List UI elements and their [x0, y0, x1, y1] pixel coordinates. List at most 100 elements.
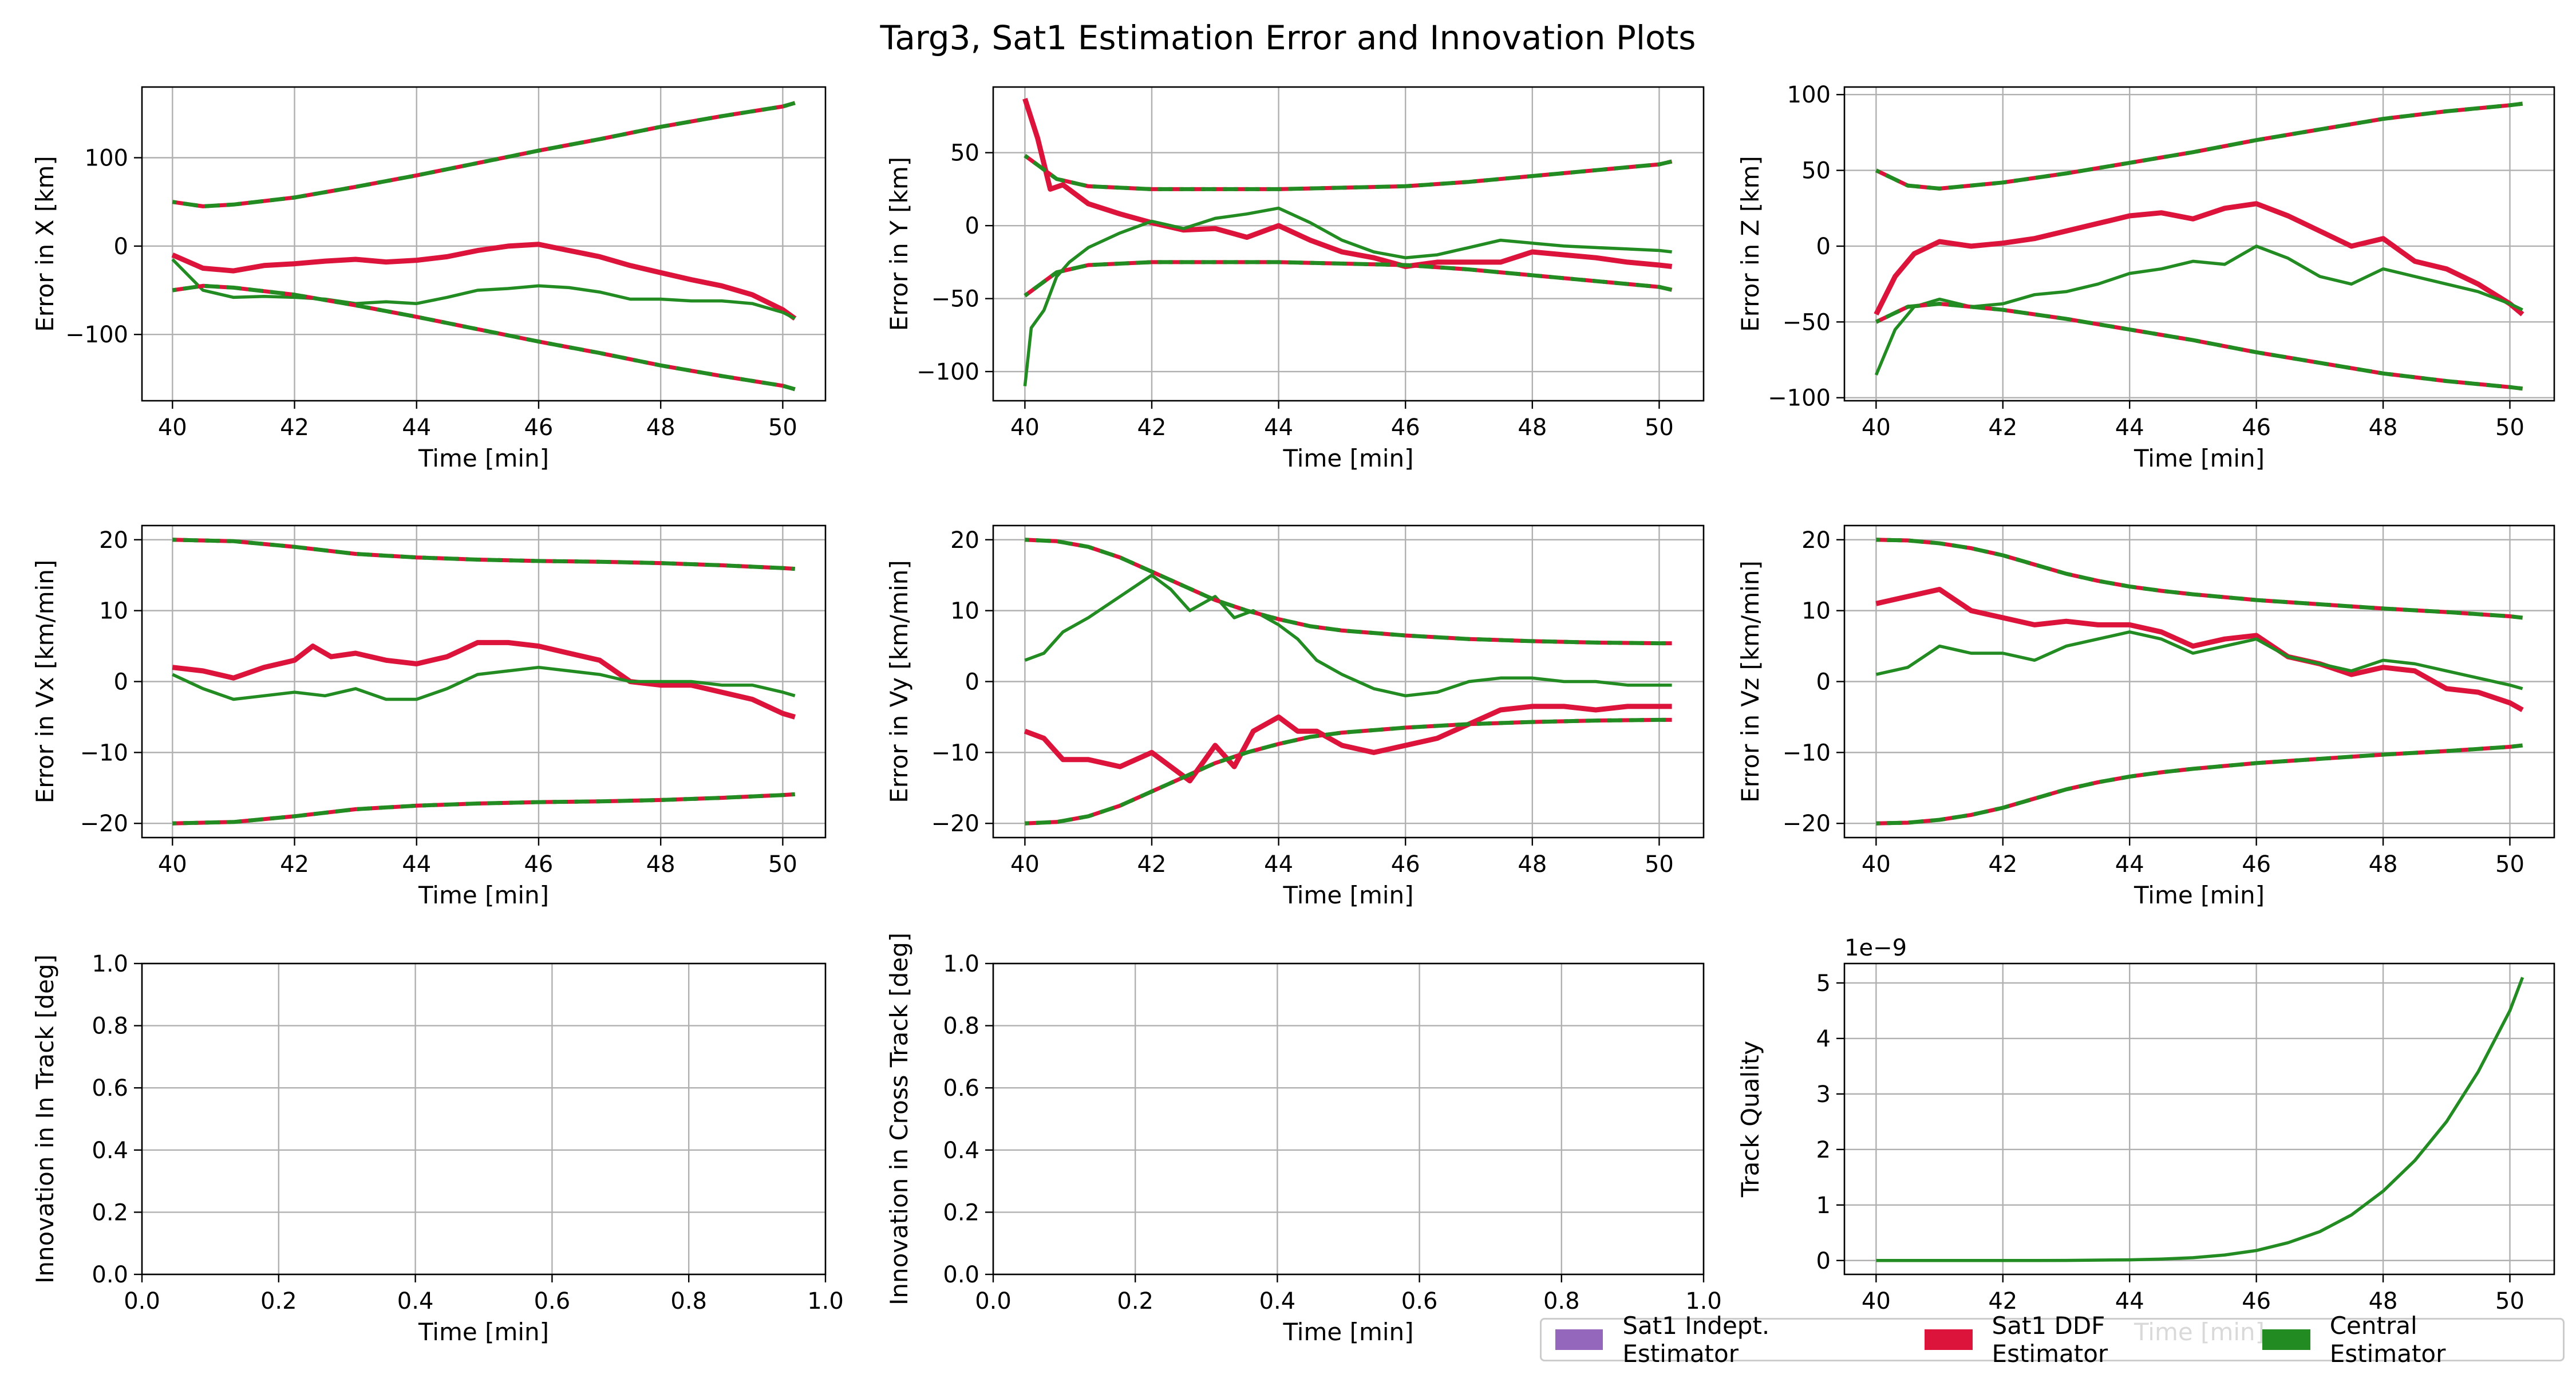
y-axis-label: Track Quality — [1736, 1041, 1764, 1198]
series-line-ddf-bound — [1025, 717, 1672, 826]
x-tick-label: 50 — [2495, 414, 2524, 441]
legend-label-ddf: Sat1 DDF Estimator — [1992, 1312, 2108, 1368]
x-tick-label: 46 — [524, 414, 553, 441]
series-line-central — [171, 258, 796, 320]
y-tick-label: 50 — [1801, 158, 1831, 184]
y-axis-label: Error in Y [km] — [885, 157, 913, 331]
y-tick-label: −50 — [1783, 309, 1831, 335]
series-line-ddf-bound — [1875, 302, 2523, 391]
x-tick-label: 0.6 — [534, 1288, 571, 1314]
series-line-ddf-bound — [1876, 743, 2523, 826]
y-tick-label: 50 — [950, 140, 979, 167]
y-tick-label: −20 — [1783, 811, 1831, 837]
x-axis-label: Time [min] — [1282, 444, 1413, 472]
x-tick-label: 48 — [646, 851, 675, 878]
x-tick-label: 42 — [280, 414, 309, 441]
x-axis-label: Time [min] — [418, 881, 549, 909]
y-tick-label: 10 — [1801, 598, 1831, 625]
y-tick-label: 0 — [1816, 669, 1831, 696]
y-tick-label: −100 — [916, 359, 979, 385]
x-tick-label: 46 — [2242, 851, 2271, 878]
y-tick-label: 0.6 — [943, 1075, 979, 1101]
series-line-ddf-bound — [172, 538, 795, 571]
y-tick-label: 0.4 — [92, 1138, 128, 1164]
y-tick-label: 0.2 — [92, 1199, 128, 1226]
x-tick-label: 0.0 — [975, 1288, 1012, 1314]
x-tick-label: 50 — [768, 414, 797, 441]
series-line-central-bound — [172, 792, 795, 826]
subplot-8: 0.0 0.2 0.4 0.6 0.8 1.0 0.0 0.2 0.4 0.6 0.8 1.0 Time… — [885, 933, 1722, 1346]
x-tick-label: 50 — [768, 851, 797, 878]
x-tick-label: 40 — [1010, 851, 1040, 878]
y-tick-label: −10 — [1783, 740, 1831, 766]
y-tick-label: 0.0 — [92, 1262, 128, 1288]
legend-item-indept: Sat1 Indept. Estimator — [1555, 1312, 1873, 1368]
x-axis-label: Time [min] — [418, 444, 549, 472]
x-tick-label: 44 — [1264, 414, 1293, 441]
x-tick-label: 42 — [1137, 851, 1167, 878]
y-tick-label: 0 — [965, 669, 979, 696]
legend-swatch-indept — [1555, 1329, 1603, 1350]
x-axis-label: Time [min] — [418, 1318, 549, 1346]
y-tick-label: 0.4 — [943, 1138, 979, 1164]
x-tick-label: 48 — [2369, 851, 2398, 878]
series-line-ddf-bound — [1875, 101, 2523, 191]
x-tick-label: 42 — [1988, 414, 2017, 441]
y-axis-label: Error in Vy [km/min] — [885, 560, 913, 803]
y-tick-label: 10 — [99, 598, 128, 625]
series-line-ddf — [1022, 98, 1673, 269]
x-tick-label: 40 — [1010, 414, 1040, 441]
axes-frame — [1843, 962, 2555, 1276]
subplot-4: 40 42 44 46 48 50 −20 −10 0 10 20 Time [min] Error i… — [31, 524, 827, 909]
series-line-ddf — [1024, 704, 1672, 784]
y-tick-label: 1.0 — [92, 951, 128, 977]
x-tick-label: 1.0 — [807, 1288, 844, 1314]
legend-item-central: Central Estimator — [2262, 1312, 2525, 1368]
x-axis-label: Time [min] — [2134, 881, 2265, 909]
y-axis-label: Error in X [km] — [31, 156, 59, 332]
y-tick-label: 0 — [965, 213, 979, 239]
y-tick-label: −100 — [65, 322, 128, 348]
legend-swatch-central — [2262, 1329, 2310, 1350]
x-tick-label: 42 — [1137, 414, 1167, 441]
x-tick-label: 0.8 — [670, 1288, 707, 1314]
x-tick-label: 44 — [2115, 851, 2144, 878]
y-tick-label: 0.8 — [92, 1013, 128, 1040]
x-tick-label: 0.0 — [124, 1288, 160, 1314]
series-line-central — [1875, 630, 2523, 690]
x-tick-label: 44 — [2115, 414, 2144, 441]
y-tick-label: 3 — [1816, 1081, 1831, 1108]
y-tick-label: 0 — [114, 669, 128, 696]
subplot-9: 404244464850012345Time [min]Track Qualit… — [1736, 935, 2555, 1346]
x-tick-label: 0.6 — [1401, 1288, 1438, 1314]
y-tick-label: 5 — [1816, 970, 1831, 997]
series-line-central — [172, 665, 796, 701]
series-line-ddf-bound — [172, 792, 795, 826]
x-tick-label: 48 — [2369, 414, 2398, 441]
y-tick-label: −20 — [931, 811, 979, 837]
x-tick-label: 44 — [402, 414, 431, 441]
y-axis-label: Error in Z [km] — [1736, 156, 1764, 332]
series-line-central-bound — [172, 538, 795, 571]
x-axis-label: Time [min] — [2134, 444, 2265, 472]
series-line-central — [1024, 573, 1672, 698]
y-tick-label: 0 — [114, 234, 128, 260]
legend-swatch-ddf — [1925, 1329, 1973, 1350]
y-tick-label: 0.6 — [92, 1075, 128, 1101]
series-line-ddf-bound — [1876, 538, 2523, 620]
x-tick-label: 48 — [646, 414, 675, 441]
series-line-central-bound — [1025, 717, 1672, 826]
subplot-7: 0.0 0.2 0.4 0.6 0.8 1.0 0.0 0.2 0.4 0.6 0.8 1.0 Time… — [31, 951, 844, 1346]
x-tick-label: 44 — [1264, 851, 1293, 878]
series-line-central-bound — [172, 283, 796, 392]
series-line-ddf — [1875, 587, 2524, 712]
y-tick-label: −10 — [80, 740, 128, 766]
x-axis-label: Time [min] — [1282, 881, 1413, 909]
x-tick-label: 42 — [1988, 1288, 2017, 1314]
x-tick-label: 44 — [402, 851, 431, 878]
x-tick-label: 1.0 — [1685, 1288, 1722, 1314]
x-tick-label: 40 — [1862, 414, 1891, 441]
y-tick-label: 0.0 — [943, 1262, 979, 1288]
series-line-ddf — [1874, 201, 2524, 317]
y-tick-label: −100 — [1768, 385, 1831, 412]
